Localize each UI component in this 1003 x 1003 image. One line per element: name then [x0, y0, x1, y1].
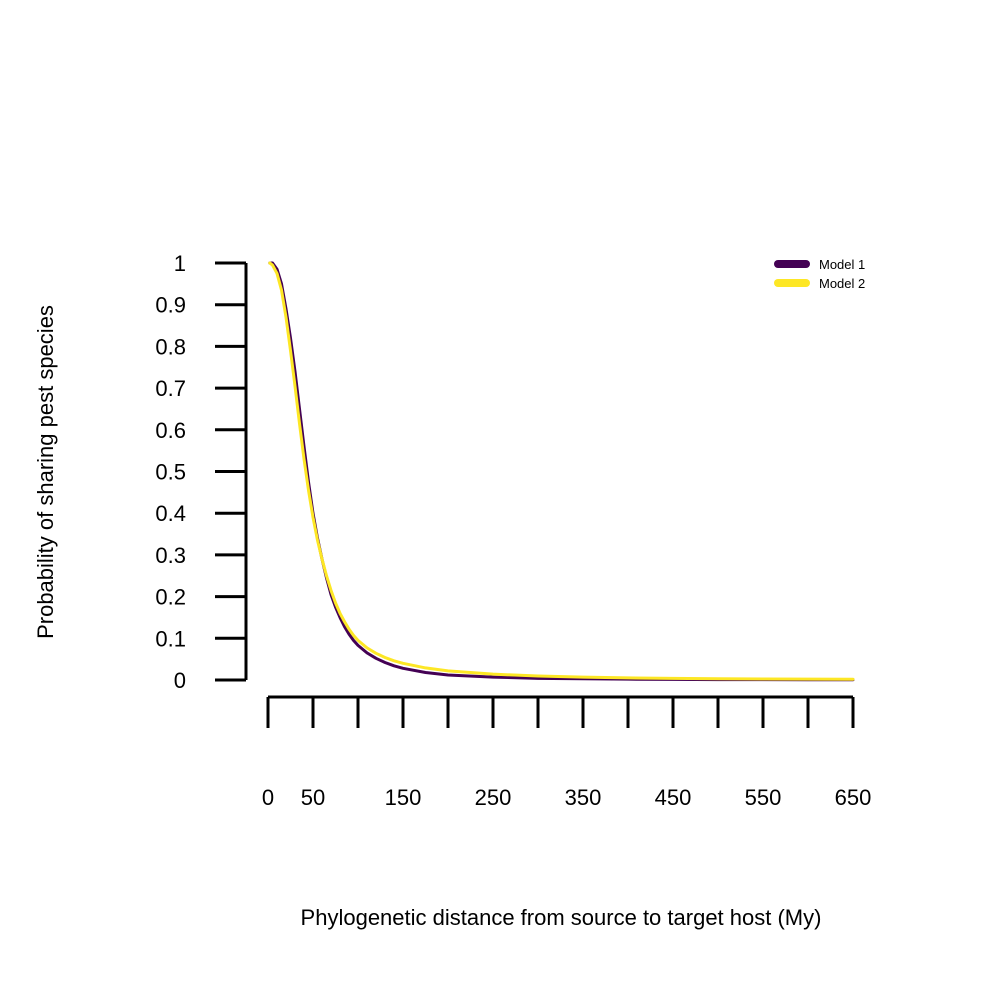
x-axis: 0 50 150 250 350 450 550 650 — [262, 695, 872, 810]
x-tick-label: 50 — [301, 785, 325, 810]
y-tick-label: 0.2 — [155, 585, 186, 610]
y-tick-label: 0.7 — [155, 376, 186, 401]
x-tick-label: 250 — [475, 785, 512, 810]
series-line-model-2 — [268, 261, 855, 681]
y-tick-label: 0 — [174, 668, 186, 693]
y-tick-label: 0.8 — [155, 334, 186, 359]
x-axis-title: Phylogenetic distance from source to tar… — [301, 905, 822, 930]
x-tick-label: 450 — [655, 785, 692, 810]
legend-label-model-1: Model 1 — [819, 257, 865, 272]
x-tick-label: 0 — [262, 785, 274, 810]
x-tick-label: 150 — [385, 785, 422, 810]
legend-label-model-2: Model 2 — [819, 276, 865, 291]
y-tick-label: 0.6 — [155, 418, 186, 443]
y-axis-title: Probability of sharing pest species — [33, 305, 58, 639]
y-tick-label: 1 — [174, 251, 186, 276]
y-tick-label: 0.5 — [155, 460, 186, 485]
y-tick-label: 0.9 — [155, 293, 186, 318]
plot-series — [268, 261, 855, 682]
y-tick-label: 0.3 — [155, 543, 186, 568]
x-tick-label: 350 — [565, 785, 602, 810]
y-tick-label: 0.4 — [155, 501, 186, 526]
series-line-model-1 — [268, 261, 855, 682]
y-tick-label: 0.1 — [155, 626, 186, 651]
y-axis: 0 0.1 0.2 0.3 0.4 0.5 0.6 0.7 0.8 0.9 1 — [155, 251, 248, 693]
x-tick-label: 650 — [835, 785, 872, 810]
legend: Model 1 Model 2 — [774, 257, 865, 291]
x-tick-label: 550 — [745, 785, 782, 810]
